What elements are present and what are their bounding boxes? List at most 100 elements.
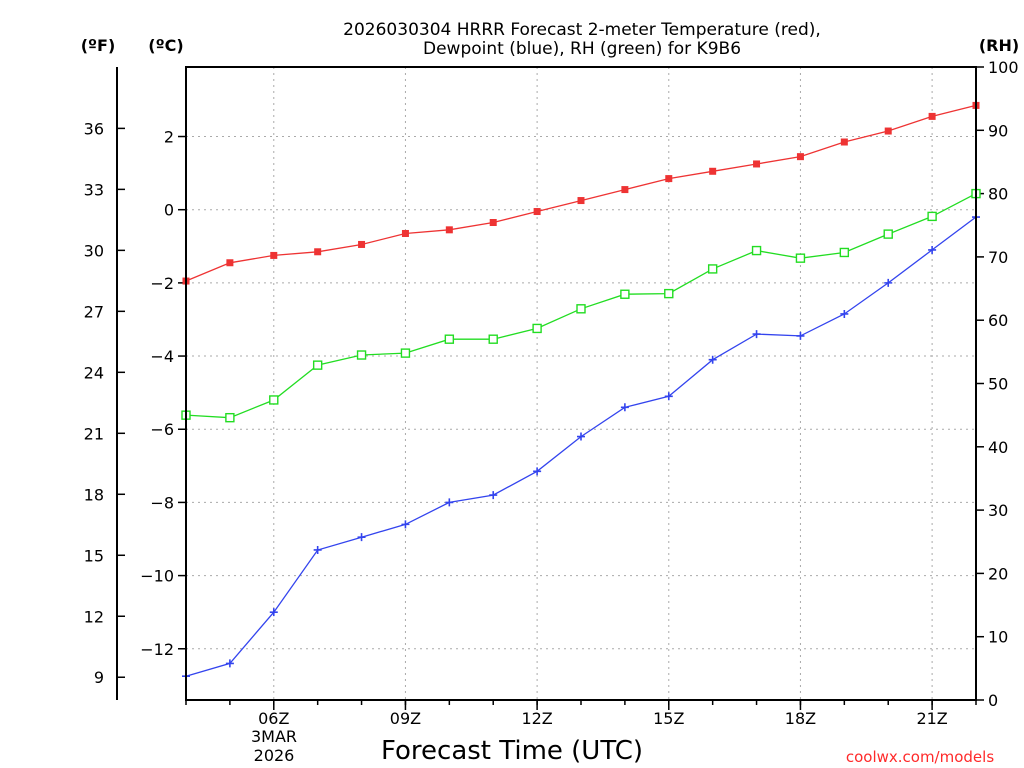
temperature-point	[226, 259, 234, 267]
rh-point	[839, 247, 850, 258]
temperature-point	[358, 240, 366, 248]
rh-point	[751, 245, 762, 256]
unit-label-celsius: (ºC)	[148, 36, 183, 55]
fahrenheit-tick-label: 27	[84, 302, 104, 321]
dewpoint-point	[840, 309, 849, 318]
plot-frame	[185, 66, 977, 701]
left-axes: 2 0 −2 −4 −6 −8 −10 −12 36 33 30 27 24 21 18 15 12 9	[84, 67, 186, 700]
x-axis: 06Z 09Z 12Z 15Z 18Z 21Z	[185, 700, 977, 728]
temperature-point	[577, 197, 585, 205]
celsius-tick-label: −4	[150, 347, 174, 366]
rh-tick-label: 40	[988, 438, 1008, 457]
dewpoint-point	[489, 491, 498, 500]
dewpoint-point	[796, 331, 805, 340]
rh-tick-label: 20	[988, 564, 1008, 583]
dewpoint-point	[752, 330, 761, 339]
dewpoint-point	[401, 520, 410, 529]
rh-tick-label: 50	[988, 375, 1008, 394]
rh-tick-label: 80	[988, 185, 1008, 204]
rh-point	[927, 211, 937, 222]
dewpoint-point	[533, 467, 542, 476]
fahrenheit-tick-label: 9	[94, 668, 104, 687]
rh-point	[269, 395, 279, 405]
gridlines	[186, 67, 976, 700]
temperature-point	[489, 219, 497, 227]
credit-text: coolwx.com/models	[846, 748, 994, 766]
temperature-point	[928, 112, 936, 120]
temperature-point	[401, 229, 409, 237]
rh-point	[795, 253, 806, 263]
rh-point	[576, 304, 586, 314]
rh-tick-label: 0	[988, 691, 998, 710]
rh-point	[664, 288, 674, 299]
chart-title-line1: 2026030304 HRRR Forecast 2-meter Tempera…	[343, 20, 821, 40]
temperature-point	[753, 160, 761, 168]
fahrenheit-tick-label: 21	[84, 424, 104, 443]
dewpoint-point	[620, 403, 629, 412]
celsius-tick-label: −10	[140, 567, 174, 586]
temperature-line	[185, 104, 977, 282]
fahrenheit-tick-label: 33	[84, 180, 104, 199]
dewpoint-point	[708, 355, 717, 364]
rh-point	[312, 360, 323, 370]
dewpoint-point	[664, 392, 673, 401]
dewpoint-point	[884, 278, 893, 287]
dewpoint-point	[445, 498, 454, 507]
temperature-point	[665, 175, 673, 183]
x-axis-label: Forecast Time (UTC)	[381, 736, 643, 766]
rh-tick-label: 60	[988, 311, 1008, 330]
rh-point	[620, 289, 630, 299]
temperature-point	[796, 153, 804, 161]
rh-tick-label: 100	[988, 58, 1019, 77]
dewpoint-point	[357, 533, 366, 542]
rh-point	[444, 334, 455, 344]
unit-label-fahrenheit: (ºF)	[81, 36, 116, 55]
celsius-tick-label: −12	[140, 640, 174, 659]
celsius-tick-label: 0	[164, 201, 174, 220]
rh-point	[225, 412, 235, 423]
dewpoint-point	[928, 245, 937, 254]
fahrenheit-tick-label: 30	[84, 241, 104, 260]
rh-point	[883, 229, 893, 239]
unit-label-rh: (RH)	[979, 36, 1019, 55]
rh-point	[400, 348, 411, 358]
fahrenheit-tick-label: 12	[84, 607, 104, 626]
rh-point	[356, 350, 367, 360]
fahrenheit-tick-label: 24	[84, 363, 104, 382]
x-tick-label: 21Z	[916, 709, 947, 728]
rh-point	[707, 264, 718, 274]
rh-point	[532, 323, 542, 334]
dewpoint-point	[577, 432, 585, 441]
date-label-day: 3MAR	[251, 727, 297, 746]
rh-tick-label: 30	[988, 501, 1008, 520]
temperature-point	[533, 208, 541, 216]
fahrenheit-tick-label: 18	[84, 485, 104, 504]
temperature-point	[445, 226, 453, 234]
rh-tick-label: 10	[988, 628, 1008, 647]
celsius-tick-label: 2	[164, 128, 174, 147]
series-group	[181, 101, 981, 681]
rh-tick-label: 70	[988, 248, 1008, 267]
temperature-point	[621, 186, 629, 194]
fahrenheit-tick-label: 15	[84, 546, 104, 565]
fahrenheit-tick-label: 36	[84, 119, 104, 138]
celsius-tick-label: −8	[150, 493, 174, 512]
x-tick-label: 12Z	[521, 709, 552, 728]
dewpoint-point	[313, 545, 322, 554]
rh-tick-label: 90	[988, 121, 1008, 140]
chart-title-line2: Dewpoint (blue), RH (green) for K9B6	[423, 39, 741, 59]
temperature-point	[314, 248, 322, 256]
temperature-point	[709, 167, 717, 175]
x-tick-label: 06Z	[258, 709, 289, 728]
celsius-tick-label: −6	[150, 420, 174, 439]
x-tick-label: 09Z	[390, 709, 421, 728]
temperature-point	[884, 127, 892, 135]
x-tick-label: 18Z	[785, 709, 816, 728]
dewpoint-line	[185, 216, 977, 677]
date-label-year: 2026	[254, 746, 295, 765]
dewpoint-point	[225, 659, 234, 668]
dewpoint-point	[269, 608, 278, 617]
temperature-point	[270, 251, 278, 259]
